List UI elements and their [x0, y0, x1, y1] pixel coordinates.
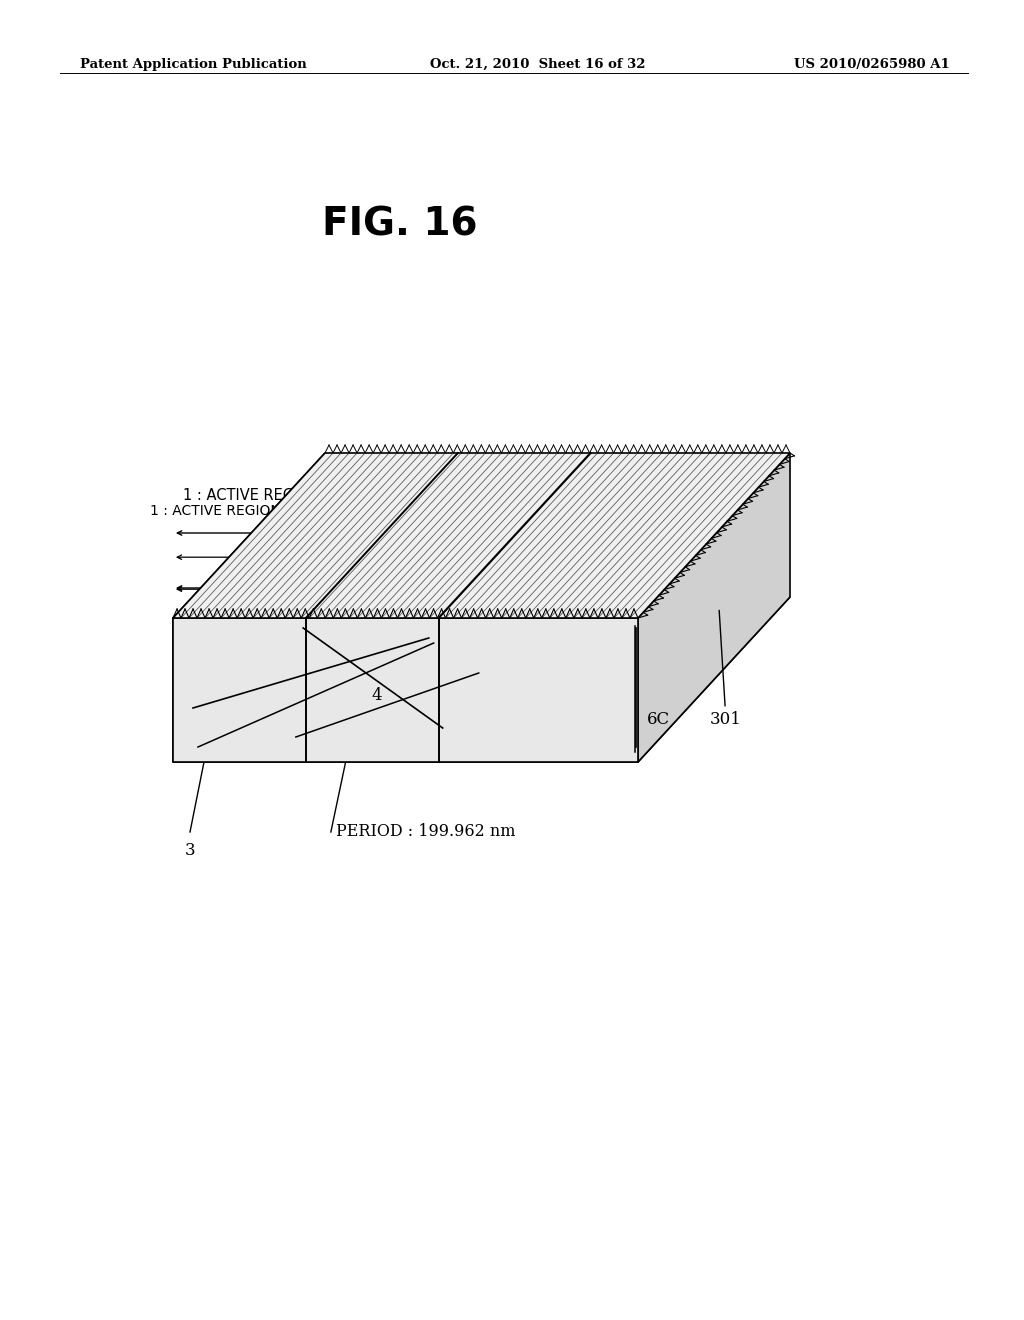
Polygon shape — [173, 597, 790, 762]
Text: 100 μm: 100 μm — [281, 527, 331, 540]
Text: 3: 3 — [184, 842, 196, 859]
Text: 1 : ACTIVE REGION: 1 : ACTIVE REGION — [150, 504, 281, 517]
Text: 100 μm: 100 μm — [275, 543, 326, 556]
Text: 301: 301 — [710, 610, 741, 729]
Text: 75 μm: 75 μm — [517, 557, 559, 570]
Text: 50 μm: 50 μm — [218, 582, 260, 595]
Text: 4: 4 — [372, 686, 382, 704]
Text: 75 μm: 75 μm — [512, 543, 554, 556]
Text: 50 μm: 50 μm — [351, 554, 393, 568]
Polygon shape — [638, 453, 790, 762]
Text: PERIOD : 199.962 nm: PERIOD : 199.962 nm — [336, 824, 515, 841]
Text: US 2010/0265980 A1: US 2010/0265980 A1 — [795, 58, 950, 71]
Text: FIG. 16: FIG. 16 — [323, 205, 478, 243]
Polygon shape — [173, 453, 325, 762]
Text: Patent Application Publication: Patent Application Publication — [80, 58, 307, 71]
Text: 1 : ACTIVE REGION: 1 : ACTIVE REGION — [183, 488, 321, 503]
Text: 2 : DISTRIBUTED
REFLECTOR REGION: 2 : DISTRIBUTED REFLECTOR REGION — [454, 470, 601, 503]
Text: Oct. 21, 2010  Sheet 16 of 32: Oct. 21, 2010 Sheet 16 of 32 — [430, 58, 645, 71]
Polygon shape — [173, 618, 638, 762]
Polygon shape — [173, 453, 790, 618]
Text: 6C: 6C — [647, 710, 670, 727]
Text: 50 μm: 50 μm — [212, 574, 255, 587]
